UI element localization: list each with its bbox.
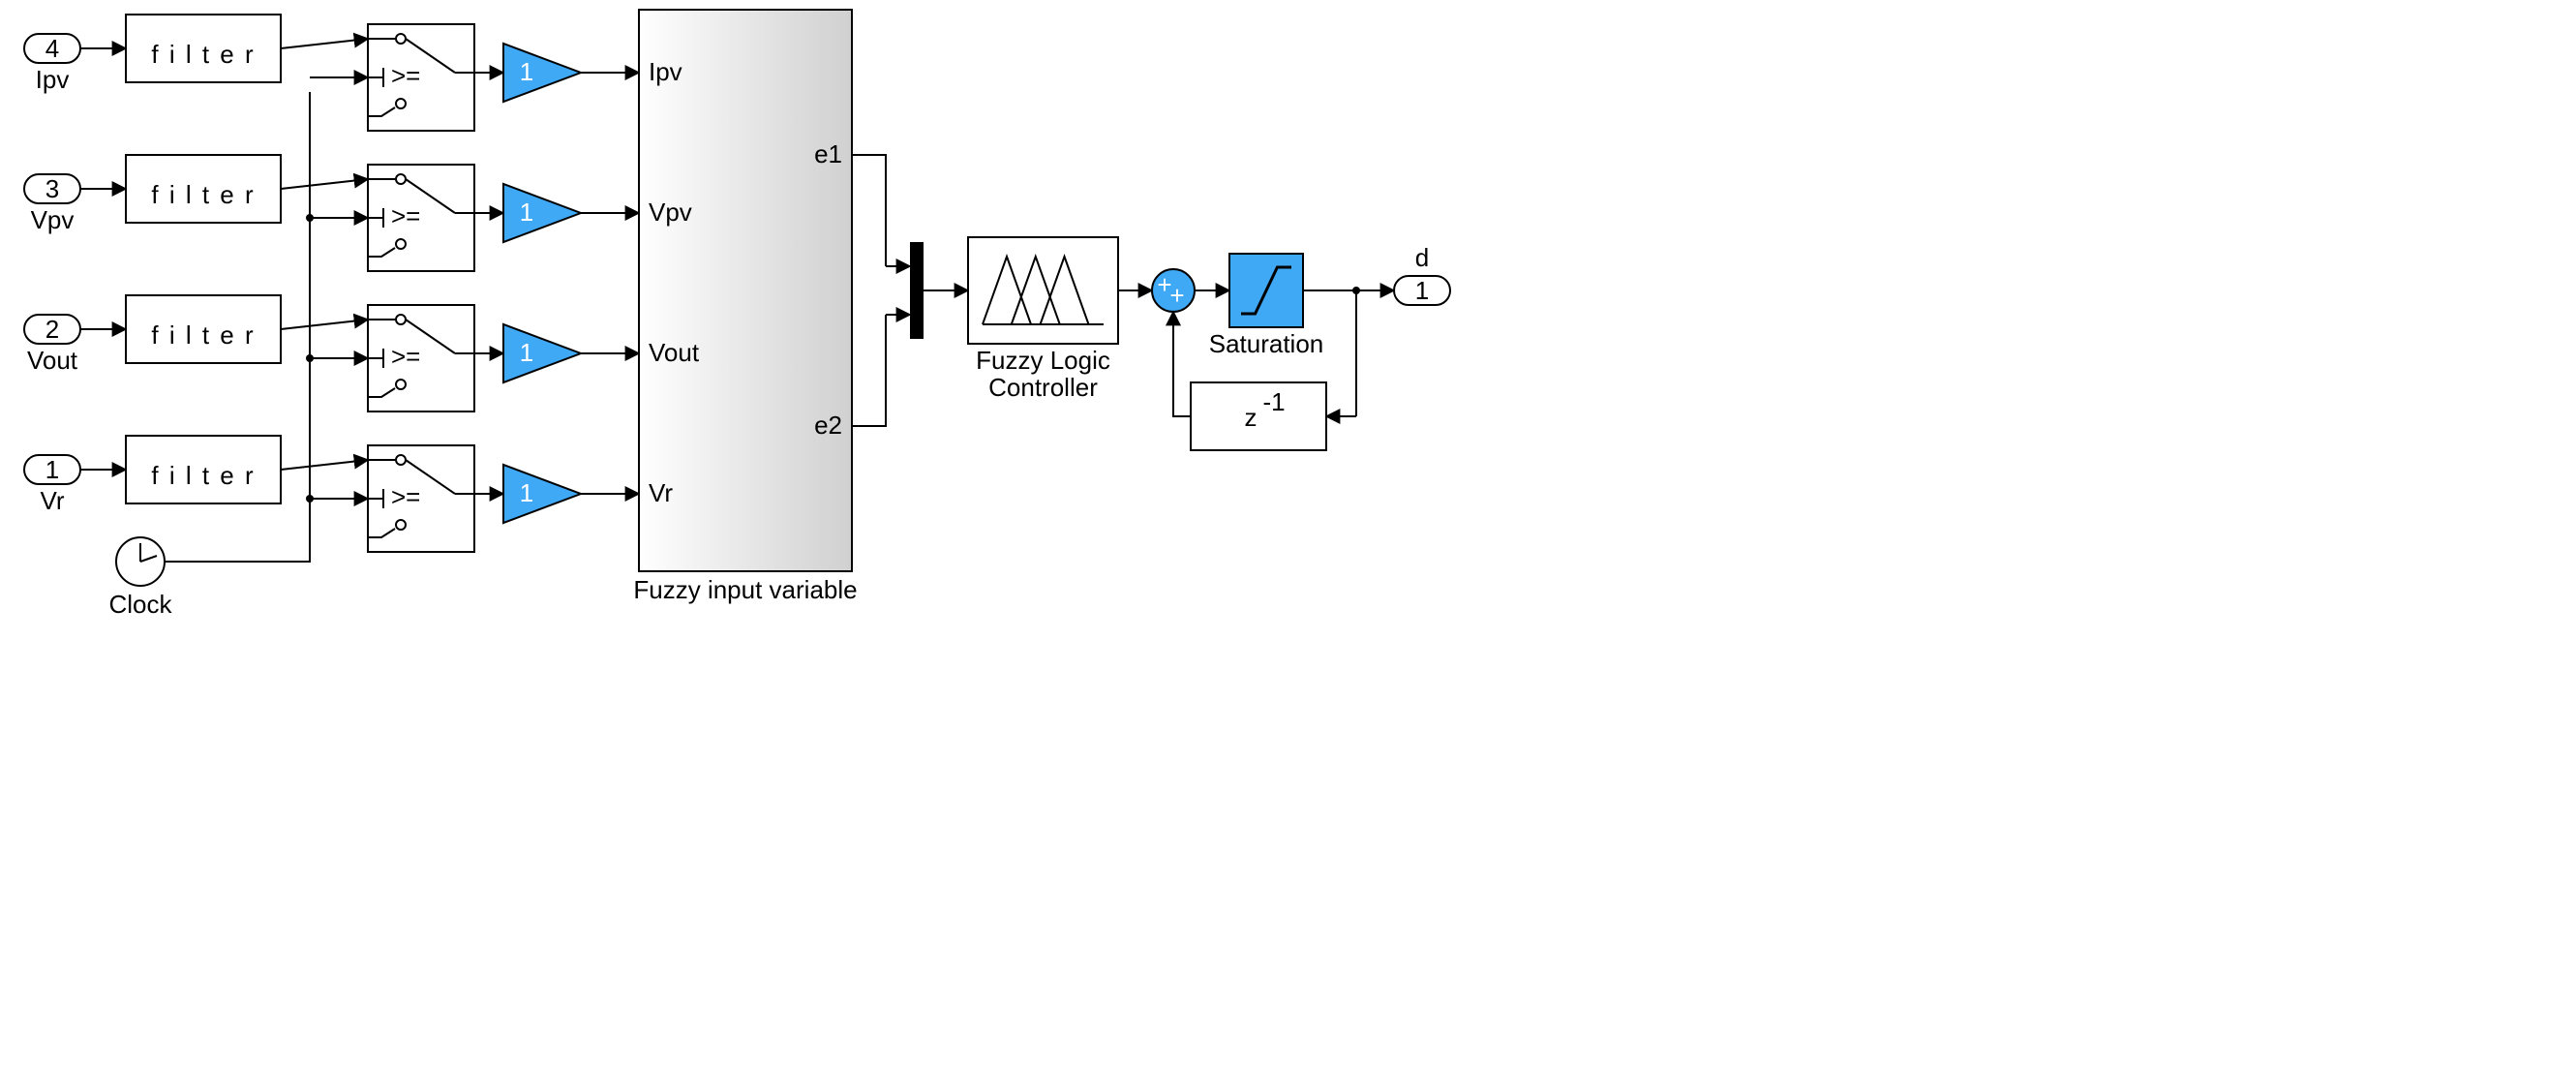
gain-block[interactable] xyxy=(503,465,581,523)
filter-label: f i l t e r xyxy=(151,320,255,350)
filter-label: f i l t e r xyxy=(151,180,255,209)
inport-label: Ipv xyxy=(36,65,70,94)
subsys-inport-label: Vpv xyxy=(649,198,692,227)
switch-op: >= xyxy=(391,482,420,511)
inport-num: 3 xyxy=(45,174,59,203)
switch-op: >= xyxy=(391,342,420,371)
inport-num: 2 xyxy=(45,315,59,344)
delay-sup: -1 xyxy=(1262,387,1285,416)
gain-value: 1 xyxy=(520,478,533,507)
switch-op: >= xyxy=(391,61,420,90)
subsys-inport-label: Vr xyxy=(649,478,673,507)
outport-num: 1 xyxy=(1415,276,1429,305)
fuzzy-label: Fuzzy Logic xyxy=(976,346,1110,375)
fuzzy-label: Controller xyxy=(988,373,1098,402)
gain-block[interactable] xyxy=(503,44,581,102)
inport-label: Vr xyxy=(40,486,64,515)
mux-block[interactable] xyxy=(910,242,924,339)
gain-value: 1 xyxy=(520,198,533,227)
unit-delay-block[interactable] xyxy=(1191,382,1326,450)
inport-num: 4 xyxy=(45,34,59,63)
subsys-inport-label: Vout xyxy=(649,338,700,367)
filter-label: f i l t e r xyxy=(151,461,255,490)
saturation-label: Saturation xyxy=(1209,329,1324,358)
gain-value: 1 xyxy=(520,57,533,86)
clock-label: Clock xyxy=(108,590,172,619)
sum-sign: + xyxy=(1169,281,1184,310)
filter-label: f i l t e r xyxy=(151,40,255,69)
inport-label: Vout xyxy=(27,346,78,375)
fuzzy-controller-block[interactable] xyxy=(968,237,1118,344)
gain-block[interactable] xyxy=(503,184,581,242)
inport-label: Vpv xyxy=(31,205,75,234)
subsystem-label: Fuzzy input variable xyxy=(633,575,857,604)
subsys-inport-label: Ipv xyxy=(649,57,682,86)
subsys-outport-label: e1 xyxy=(814,139,842,168)
switch-op: >= xyxy=(391,201,420,230)
gain-block[interactable] xyxy=(503,324,581,382)
subsys-outport-label: e2 xyxy=(814,411,842,440)
gain-value: 1 xyxy=(520,338,533,367)
outport-label: d xyxy=(1415,243,1429,272)
delay-text: z xyxy=(1245,403,1258,432)
inport-num: 1 xyxy=(45,455,59,484)
